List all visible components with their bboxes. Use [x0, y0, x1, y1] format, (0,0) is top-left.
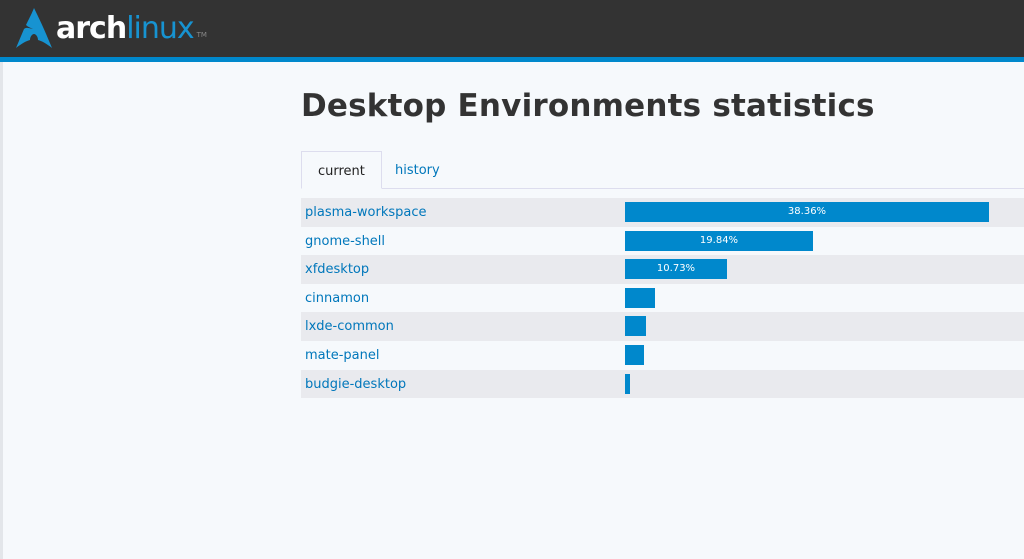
bar-mate-panel	[625, 344, 644, 365]
bar-budgie-desktop	[625, 373, 630, 394]
logo-linux-text: linux	[126, 10, 194, 46]
arch-logo-icon	[16, 8, 52, 48]
tab-bar: current history	[301, 151, 1024, 189]
bar-track	[625, 373, 1024, 394]
statistics-table: plasma-workspace 38.36% gnome-shell 19.84% x…	[301, 198, 1024, 399]
bar-track: 19.84%	[625, 230, 1024, 251]
table-row: xfdesktop 10.73%	[301, 255, 1024, 284]
page-title: Desktop Environments statistics	[301, 88, 875, 124]
table-row: plasma-workspace 38.36%	[301, 198, 1024, 227]
table-row: lxde-common	[301, 312, 1024, 341]
tab-history[interactable]: history	[395, 163, 440, 178]
bar-track: 10.73%	[625, 259, 1024, 280]
archlinux-logo[interactable]: arch linux TM	[16, 8, 207, 48]
package-link[interactable]: xfdesktop	[305, 262, 370, 278]
bar-xfdesktop: 10.73%	[625, 259, 727, 280]
bar-track	[625, 316, 1024, 337]
table-row: cinnamon	[301, 284, 1024, 313]
bar-cinnamon	[625, 287, 655, 308]
package-link[interactable]: cinnamon	[305, 290, 370, 306]
table-row: budgie-desktop	[301, 369, 1024, 399]
tab-current[interactable]: current	[301, 151, 382, 189]
bar-track	[625, 344, 1024, 365]
package-link[interactable]: mate-panel	[305, 347, 380, 363]
bar-gnome-shell: 19.84%	[625, 230, 813, 251]
site-header: arch linux TM	[0, 0, 1024, 62]
table-row: mate-panel	[301, 341, 1024, 370]
package-link[interactable]: gnome-shell	[305, 233, 386, 249]
logo-trademark: TM	[196, 31, 207, 39]
package-link[interactable]: lxde-common	[305, 319, 394, 335]
table-row: gnome-shell 19.84%	[301, 227, 1024, 256]
bar-track	[625, 287, 1024, 308]
bar-plasma-workspace: 38.36%	[625, 202, 989, 222]
package-link[interactable]: plasma-workspace	[305, 205, 427, 220]
logo-arch-text: arch	[56, 10, 127, 46]
page-border	[0, 62, 3, 559]
bar-lxde-common	[625, 316, 646, 337]
bar-track: 38.36%	[625, 202, 1024, 222]
package-link[interactable]: budgie-desktop	[305, 376, 407, 392]
